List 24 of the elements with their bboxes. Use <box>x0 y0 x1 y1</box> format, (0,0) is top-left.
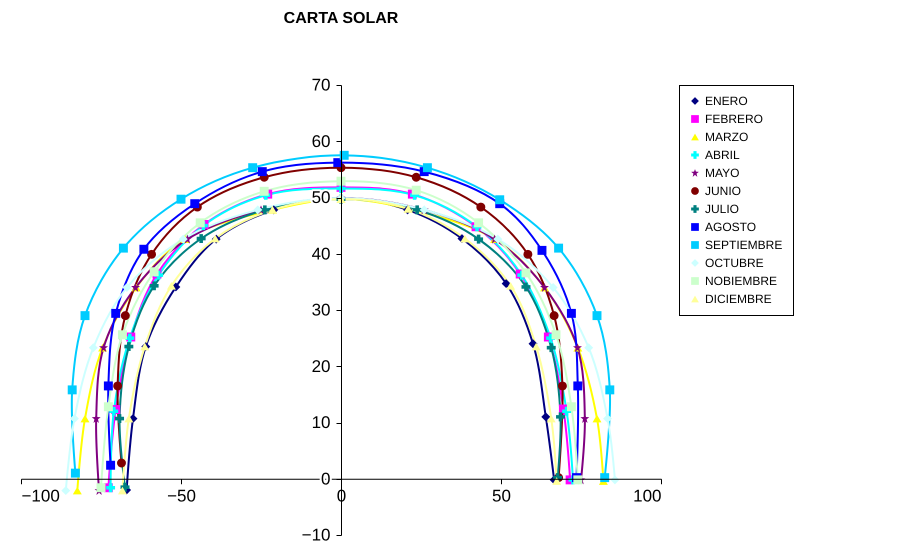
legend-label: MAYO <box>705 166 740 180</box>
x-tick-label: −100 <box>22 486 60 506</box>
chart-title: CARTA SOLAR <box>284 10 399 27</box>
legend-label: JULIO <box>705 202 740 216</box>
legend-label: SEPTIEMBRE <box>705 238 782 252</box>
legend-label: NOBIEMBRE <box>705 274 778 288</box>
legend-label: AGOSTO <box>705 220 756 234</box>
legend-label: JUNIO <box>705 184 741 198</box>
legend-label: ABRIL <box>705 148 740 162</box>
legend-label: FEBRERO <box>705 112 764 126</box>
x-tick-label: −50 <box>167 486 196 506</box>
y-tick-label: 70 <box>312 76 330 94</box>
legend-label: MARZO <box>705 130 748 144</box>
x-tick-label: 50 <box>492 486 511 506</box>
y-tick-label: 20 <box>312 356 330 376</box>
y-tick-label: −10 <box>302 526 330 544</box>
legend-label: DICIEMBRE <box>705 292 772 306</box>
x-tick-label: 100 <box>633 486 662 506</box>
y-tick-label: 40 <box>312 244 330 264</box>
y-tick-label: 60 <box>312 132 330 151</box>
legend-label: ENERO <box>705 94 748 108</box>
legend-label: OCTUBRE <box>705 256 764 270</box>
y-tick-label: 10 <box>312 413 330 432</box>
y-tick-label: 30 <box>312 300 330 320</box>
